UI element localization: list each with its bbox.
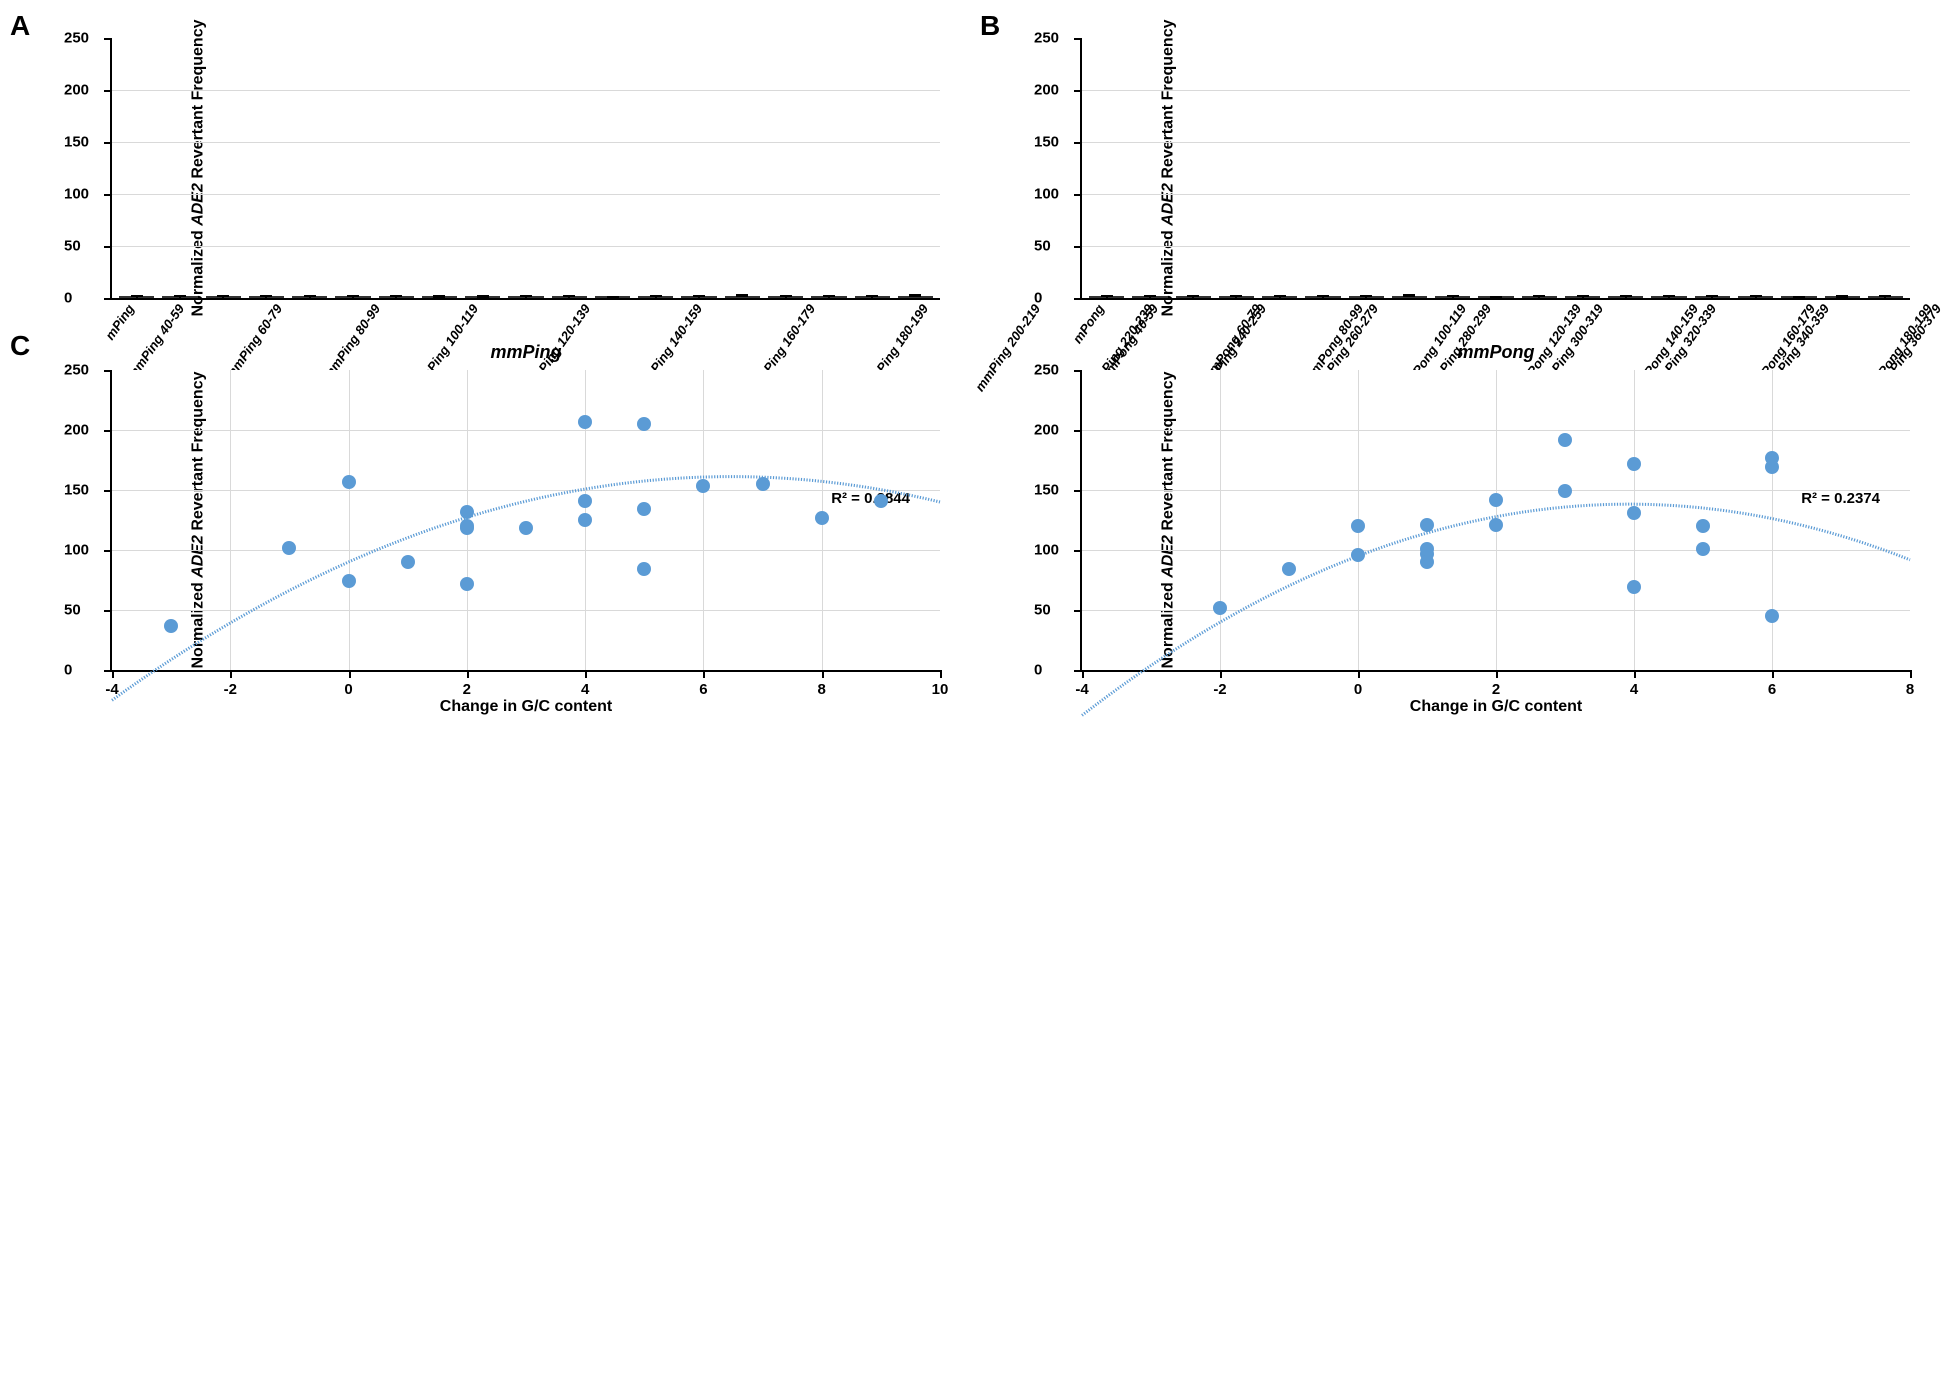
- figure: A Normalized ADE2 Revertant Frequency 05…: [30, 20, 1910, 672]
- x-tick-label: mPong: [1065, 298, 1107, 346]
- data-point: [342, 475, 356, 489]
- data-point: [1489, 493, 1503, 507]
- x-tick-label: 6: [1768, 681, 1776, 698]
- data-point: [815, 511, 829, 525]
- data-point: [401, 555, 415, 569]
- panel-label-a: A: [10, 10, 30, 42]
- x-tick-label: -2: [1213, 681, 1226, 698]
- y-tick-label: 100: [64, 542, 89, 559]
- y-tick-label: 200: [1034, 422, 1059, 439]
- x-axis-label: Change in G/C content: [440, 698, 612, 716]
- x-tick-label: 0: [344, 681, 352, 698]
- x-tick-label: 4: [581, 681, 589, 698]
- data-point: [578, 415, 592, 429]
- data-point: [1420, 518, 1434, 532]
- y-tick-label: 50: [64, 602, 81, 619]
- data-point: [578, 513, 592, 527]
- data-point: [696, 479, 710, 493]
- x-tick-label: 8: [1906, 681, 1914, 698]
- x-tick-label: mPing: [97, 298, 137, 343]
- data-point: [1213, 601, 1227, 615]
- data-point: [1282, 562, 1296, 576]
- data-point: [282, 541, 296, 555]
- data-point: [1765, 451, 1779, 465]
- x-tick-label: 2: [1492, 681, 1500, 698]
- y-tick-label: 100: [1034, 186, 1059, 203]
- x-tick-label: -4: [1075, 681, 1088, 698]
- panel-a: A Normalized ADE2 Revertant Frequency 05…: [30, 20, 940, 300]
- data-point: [1627, 457, 1641, 471]
- y-tick-label: 250: [1034, 30, 1059, 47]
- y-tick-label: 0: [64, 290, 72, 307]
- scatter-title: mmPong: [1457, 342, 1534, 363]
- x-tick-label: 0: [1354, 681, 1362, 698]
- y-tick-label: 150: [64, 134, 89, 151]
- data-point: [1627, 580, 1641, 594]
- y-tick-label: 100: [1034, 542, 1059, 559]
- x-tick-label: 10: [932, 681, 949, 698]
- data-point: [1351, 548, 1365, 562]
- data-point: [637, 562, 651, 576]
- data-point: [874, 494, 888, 508]
- data-point: [460, 577, 474, 591]
- x-tick-label: 2: [463, 681, 471, 698]
- y-tick-label: 150: [64, 482, 89, 499]
- y-tick-label: 100: [64, 186, 89, 203]
- x-tick-label: 6: [699, 681, 707, 698]
- data-point: [578, 494, 592, 508]
- x-tick-label: -2: [224, 681, 237, 698]
- data-point: [637, 417, 651, 431]
- data-point: [1696, 519, 1710, 533]
- data-point: [637, 502, 651, 516]
- y-tick-label: 0: [1034, 662, 1042, 679]
- x-axis-label: Change in G/C content: [1410, 698, 1582, 716]
- y-tick-label: 200: [64, 422, 89, 439]
- data-point: [756, 477, 770, 491]
- y-tick-label: 150: [1034, 134, 1059, 151]
- data-point: [460, 505, 474, 519]
- data-point: [1351, 519, 1365, 533]
- y-tick-label: 200: [1034, 82, 1059, 99]
- y-tick-label: 150: [1034, 482, 1059, 499]
- data-point: [342, 574, 356, 588]
- panel-label-c: C: [10, 330, 30, 362]
- y-tick-label: 50: [1034, 602, 1051, 619]
- data-point: [164, 619, 178, 633]
- data-point: [1558, 433, 1572, 447]
- scatter-plot-mmpong: mmPong Normalized ADE2 Revertant Frequen…: [1080, 370, 1910, 672]
- x-tick-label: 4: [1630, 681, 1638, 698]
- y-tick-label: 0: [64, 662, 72, 679]
- bar-chart-a: Normalized ADE2 Revertant Frequency 0501…: [110, 38, 940, 300]
- bar-chart-b: Normalized ADE2 Revertant Frequency 0501…: [1080, 38, 1910, 300]
- data-point: [1489, 518, 1503, 532]
- y-tick-label: 200: [64, 82, 89, 99]
- scatter-title: mmPing: [490, 342, 561, 363]
- panel-c: C mmPing Normalized ADE2 Revertant Frequ…: [30, 340, 1910, 672]
- y-tick-label: 0: [1034, 290, 1042, 307]
- data-point: [1696, 542, 1710, 556]
- y-tick-label: 50: [64, 238, 81, 255]
- scatter-right: mmPong Normalized ADE2 Revertant Frequen…: [1000, 340, 1910, 672]
- data-point: [519, 521, 533, 535]
- y-tick-label: 50: [1034, 238, 1051, 255]
- data-point: [1558, 484, 1572, 498]
- x-tick-label: 8: [818, 681, 826, 698]
- scatter-plot-mmping: mmPing Normalized ADE2 Revertant Frequen…: [110, 370, 940, 672]
- y-tick-label: 250: [64, 30, 89, 47]
- data-point: [1765, 609, 1779, 623]
- data-point: [1627, 506, 1641, 520]
- y-tick-label: 250: [64, 362, 89, 379]
- scatter-left: mmPing Normalized ADE2 Revertant Frequen…: [30, 340, 940, 672]
- panel-label-b: B: [980, 10, 1000, 42]
- data-point: [460, 519, 474, 533]
- panel-b: B Normalized ADE2 Revertant Frequency 05…: [1000, 20, 1910, 300]
- data-point: [1420, 542, 1434, 556]
- y-tick-label: 250: [1034, 362, 1059, 379]
